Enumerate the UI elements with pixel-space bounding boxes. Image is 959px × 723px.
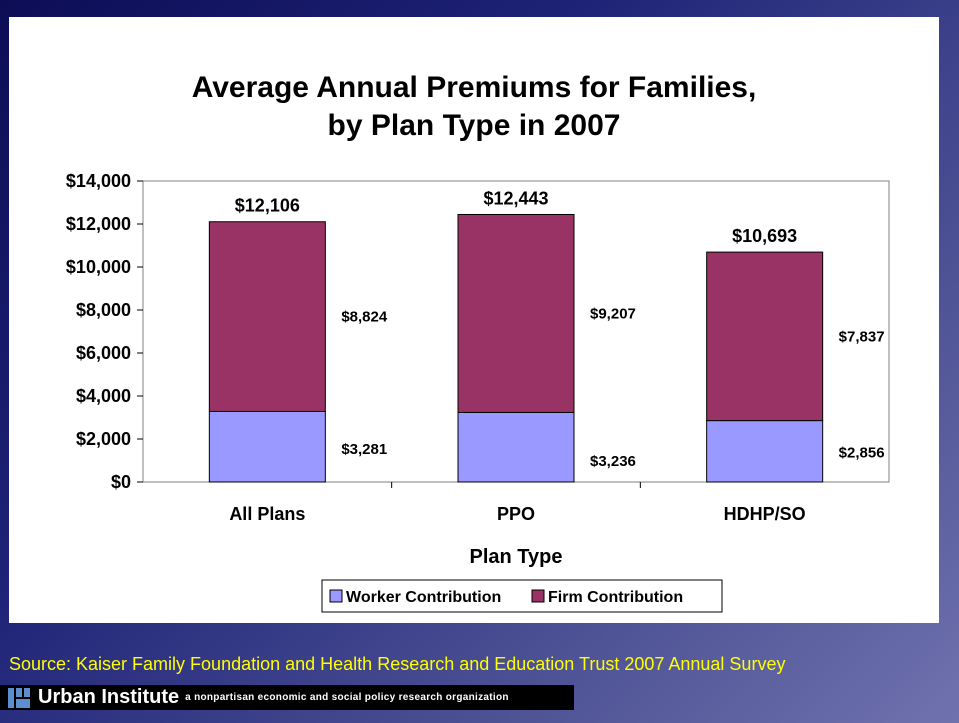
y-axis: $0 $2,000 $4,000 $6,000 $8,000 $10,000 $12,000… [66, 171, 143, 492]
footer-bar: Urban Institute a nonpartisan economic a… [0, 685, 574, 710]
y-tick-label: $8,000 [76, 300, 131, 320]
legend-swatch [531, 589, 545, 603]
legend-label: Firm Contribution [548, 589, 683, 606]
y-tick-label: $6,000 [76, 343, 131, 363]
x-category-label: PPO [497, 504, 535, 524]
segment-value-label: $8,824 [341, 309, 388, 326]
chart-title-line: by Plan Type in 2007 [328, 109, 621, 142]
y-tick-label: $10,000 [66, 257, 131, 277]
x-category-label: HDHP/SO [724, 504, 806, 524]
chart: Average Annual Premiums for Families, by … [66, 71, 890, 613]
y-tick-label: $14,000 [66, 171, 131, 191]
total-value-label: $10,693 [732, 226, 797, 246]
total-value-label: $12,443 [483, 188, 548, 208]
segment-value-label: $3,281 [341, 441, 387, 458]
chart-title: Average Annual Premiums for Families, by … [192, 71, 757, 142]
segment-value-label: $3,236 [590, 453, 636, 470]
total-value-label: $12,106 [235, 196, 300, 216]
x-category-label: All Plans [229, 504, 305, 524]
footer-org-name: Urban Institute [38, 686, 180, 708]
bars [208, 213, 824, 483]
data-labels: $3,281 $8,824 $12,106 $3,236 $9,207 $12,443 $2… [235, 188, 885, 470]
y-tick-label: $0 [111, 472, 131, 492]
legend-box [321, 579, 723, 613]
y-tick-label: $4,000 [76, 386, 131, 406]
chart-panel: Average Annual Premiums for Families, by … [9, 17, 939, 623]
x-axis: All Plans PPO HDHP/SO [229, 482, 806, 524]
y-tick-label: $2,000 [76, 429, 131, 449]
bar-worker-contribution [706, 420, 824, 483]
legend: Worker Contribution Firm Contribution [321, 579, 723, 613]
bar-worker-contribution [208, 410, 326, 483]
urban-institute-logo-icon [8, 687, 30, 708]
source-note: Source: Kaiser Family Foundation and Hea… [9, 654, 786, 674]
chart-title-line: Average Annual Premiums for Families, [192, 71, 757, 104]
segment-value-label: $9,207 [590, 305, 636, 322]
bar-firm-contribution [706, 251, 824, 422]
x-axis-title: Plan Type [470, 546, 563, 568]
legend-swatch [329, 589, 343, 603]
footer-tagline: a nonpartisan economic and social policy… [185, 692, 509, 703]
segment-value-label: $2,856 [839, 444, 885, 461]
bar-firm-contribution [457, 213, 575, 413]
bar-firm-contribution [208, 221, 326, 412]
segment-value-label: $7,837 [839, 328, 885, 345]
bar-worker-contribution [457, 411, 575, 483]
y-tick-label: $12,000 [66, 214, 131, 234]
legend-label: Worker Contribution [346, 589, 501, 606]
